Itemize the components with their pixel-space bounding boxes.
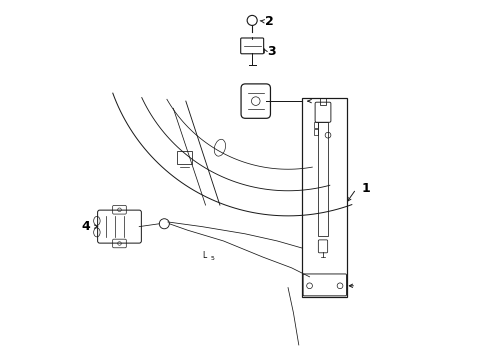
Bar bbox=[314, 122, 319, 128]
Bar bbox=[302, 98, 347, 297]
Text: $\mathsf{L}$: $\mathsf{L}$ bbox=[202, 249, 209, 260]
Text: 4: 4 bbox=[81, 220, 90, 233]
Bar bbox=[320, 98, 326, 105]
Bar bbox=[314, 130, 319, 135]
Text: 3: 3 bbox=[267, 45, 276, 58]
Text: 1: 1 bbox=[362, 183, 370, 195]
Bar bbox=[177, 151, 192, 164]
Bar bbox=[318, 122, 328, 235]
Text: 2: 2 bbox=[265, 15, 273, 28]
Text: $\mathsf{5}$: $\mathsf{5}$ bbox=[210, 254, 216, 262]
